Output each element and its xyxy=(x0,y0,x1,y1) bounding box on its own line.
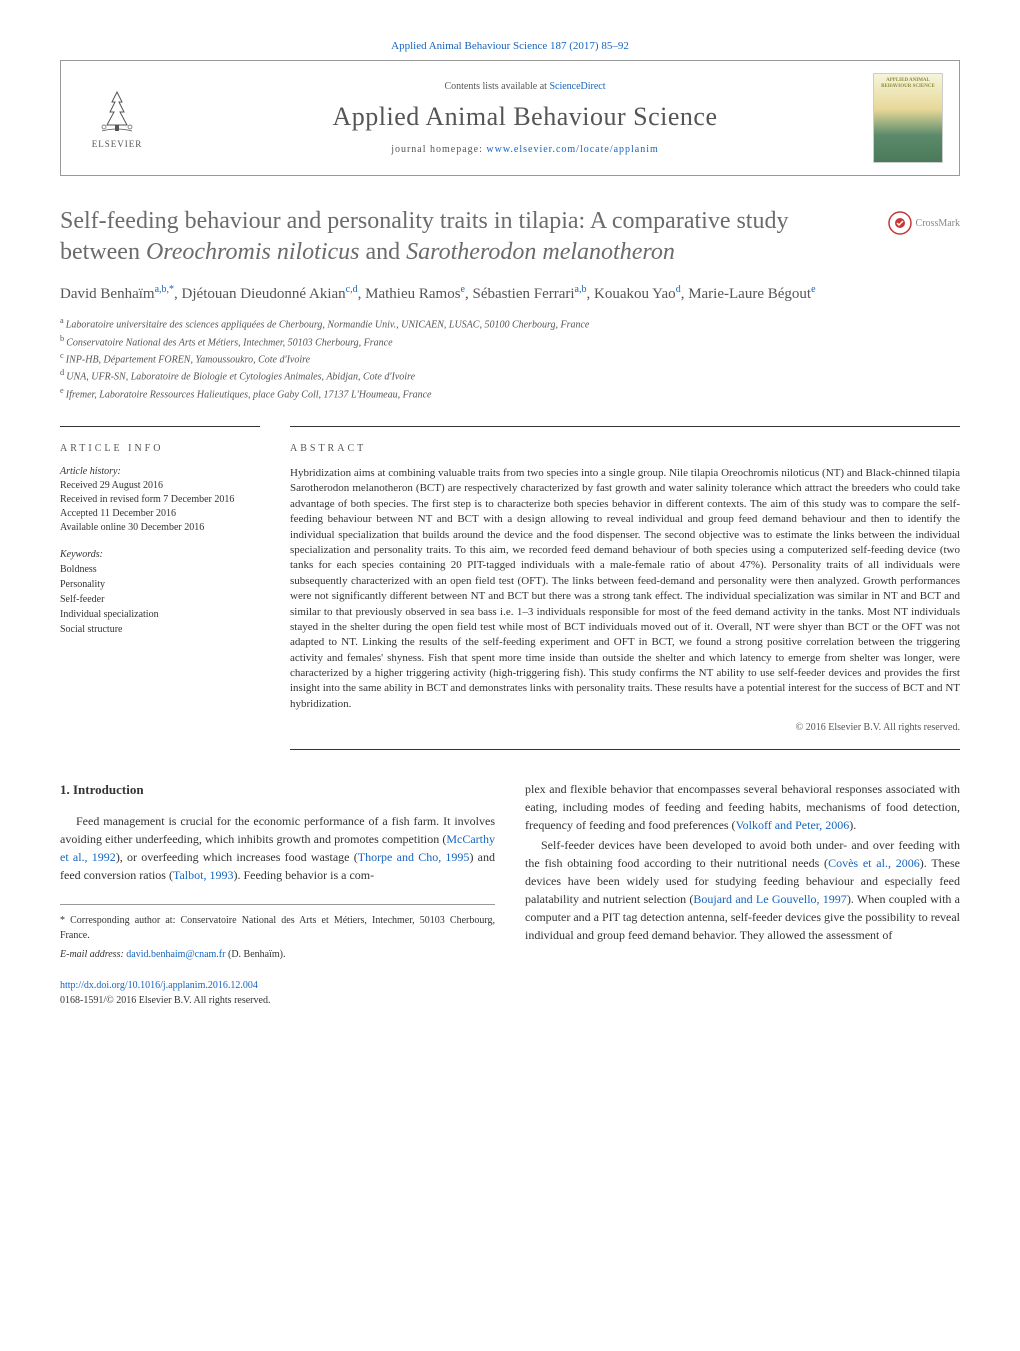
crossmark-icon xyxy=(888,211,912,235)
history-label: Article history: xyxy=(60,466,260,477)
affiliation-line: c INP-HB, Département FOREN, Yamoussoukr… xyxy=(60,350,960,367)
article-title: Self-feeding behaviour and personality t… xyxy=(60,206,960,268)
journal-cover-thumb: APPLIED ANIMAL BEHAVIOUR SCIENCE xyxy=(873,73,943,163)
affiliations: a Laboratoire universitaire des sciences… xyxy=(60,315,960,402)
section-title: Introduction xyxy=(73,782,144,797)
abstract-heading: ABSTRACT xyxy=(290,443,960,454)
affiliation-line: d UNA, UFR-SN, Laboratoire de Biologie e… xyxy=(60,367,960,384)
body-two-columns: 1. Introduction Feed management is cruci… xyxy=(60,780,960,1008)
sciencedirect-link[interactable]: ScienceDirect xyxy=(549,81,605,92)
article-header: CrossMark Self-feeding behaviour and per… xyxy=(60,206,960,402)
doi-line: http://dx.doi.org/10.1016/j.applanim.201… xyxy=(60,978,495,993)
intro-para-2: Self-feeder devices have been developed … xyxy=(525,836,960,944)
ref-boujard[interactable]: Boujard and Le Gouvello, 1997 xyxy=(693,892,846,906)
intro-para-1-cont: plex and flexible behavior that encompas… xyxy=(525,780,960,834)
intro-para-1: Feed management is crucial for the econo… xyxy=(60,812,495,884)
contents-prefix: Contents lists available at xyxy=(444,81,549,92)
email-suffix: (D. Benhaïm). xyxy=(225,949,285,960)
article-info-column: ARTICLE INFO Article history: Received 2… xyxy=(60,426,260,750)
top-citation: Applied Animal Behaviour Science 187 (20… xyxy=(60,40,960,52)
crossmark-text: CrossMark xyxy=(916,218,960,229)
elsevier-label: ELSEVIER xyxy=(92,139,143,149)
ref-thorpe[interactable]: Thorpe and Cho, 1995 xyxy=(358,850,470,864)
journal-homepage: journal homepage: www.elsevier.com/locat… xyxy=(177,144,873,155)
journal-title: Applied Animal Behaviour Science xyxy=(177,102,873,132)
email-link[interactable]: david.benhaim@cnam.fr xyxy=(126,949,225,960)
info-abstract-row: ARTICLE INFO Article history: Received 2… xyxy=(60,426,960,750)
body-right-column: plex and flexible behavior that encompas… xyxy=(525,780,960,1008)
cover-title: APPLIED ANIMAL BEHAVIOUR SCIENCE xyxy=(878,78,938,89)
corresponding-author-note: * Corresponding author at: Conservatoire… xyxy=(60,904,495,943)
homepage-link[interactable]: www.elsevier.com/locate/applanim xyxy=(486,144,658,155)
title-species-2: Sarotherodon melanotheron xyxy=(406,239,675,265)
issn-line: 0168-1591/© 2016 Elsevier B.V. All right… xyxy=(60,993,495,1008)
header-center: Contents lists available at ScienceDirec… xyxy=(177,81,873,155)
ref-coves[interactable]: Covès et al., 2006 xyxy=(828,856,920,870)
contents-available: Contents lists available at ScienceDirec… xyxy=(177,81,873,92)
copyright-line: © 2016 Elsevier B.V. All rights reserved… xyxy=(290,722,960,750)
body-left-column: 1. Introduction Feed management is cruci… xyxy=(60,780,495,1008)
ref-talbot[interactable]: Talbot, 1993 xyxy=(173,868,234,882)
abstract-column: ABSTRACT Hybridization aims at combining… xyxy=(290,426,960,750)
abstract-text: Hybridization aims at combining valuable… xyxy=(290,466,960,712)
doi-link[interactable]: http://dx.doi.org/10.1016/j.applanim.201… xyxy=(60,980,258,991)
elsevier-tree-icon xyxy=(92,87,142,137)
p1a: Feed management is crucial for the econo… xyxy=(60,814,495,846)
article-info-heading: ARTICLE INFO xyxy=(60,443,260,454)
p1d: ). Feeding behavior is a com- xyxy=(233,868,374,882)
title-part-mid: and xyxy=(360,239,407,265)
ref-volkoff[interactable]: Volkoff and Peter, 2006 xyxy=(736,818,850,832)
keywords-label: Keywords: xyxy=(60,549,260,560)
email-label: E-mail address: xyxy=(60,949,126,960)
affiliation-line: e Ifremer, Laboratoire Ressources Halieu… xyxy=(60,385,960,402)
homepage-prefix: journal homepage: xyxy=(391,144,486,155)
affiliation-line: a Laboratoire universitaire des sciences… xyxy=(60,315,960,332)
section-heading: 1. Introduction xyxy=(60,780,495,800)
p2b: ). xyxy=(849,818,856,832)
section-number: 1. xyxy=(60,782,70,797)
keywords-list: BoldnessPersonalitySelf-feederIndividual… xyxy=(60,562,260,637)
journal-header-box: ELSEVIER Contents lists available at Sci… xyxy=(60,60,960,176)
email-line: E-mail address: david.benhaim@cnam.fr (D… xyxy=(60,947,495,962)
title-species-1: Oreochromis niloticus xyxy=(146,239,360,265)
p1b: ), or overfeeding which increases food w… xyxy=(116,850,358,864)
top-citation-link[interactable]: Applied Animal Behaviour Science 187 (20… xyxy=(391,40,629,52)
elsevier-logo: ELSEVIER xyxy=(77,78,157,158)
history-text: Received 29 August 2016Received in revis… xyxy=(60,479,260,535)
authors-line: David Benhaïma,b,*, Djétouan Dieudonné A… xyxy=(60,284,960,303)
crossmark-badge[interactable]: CrossMark xyxy=(888,211,960,235)
affiliation-line: b Conservatoire National des Arts et Mét… xyxy=(60,333,960,350)
